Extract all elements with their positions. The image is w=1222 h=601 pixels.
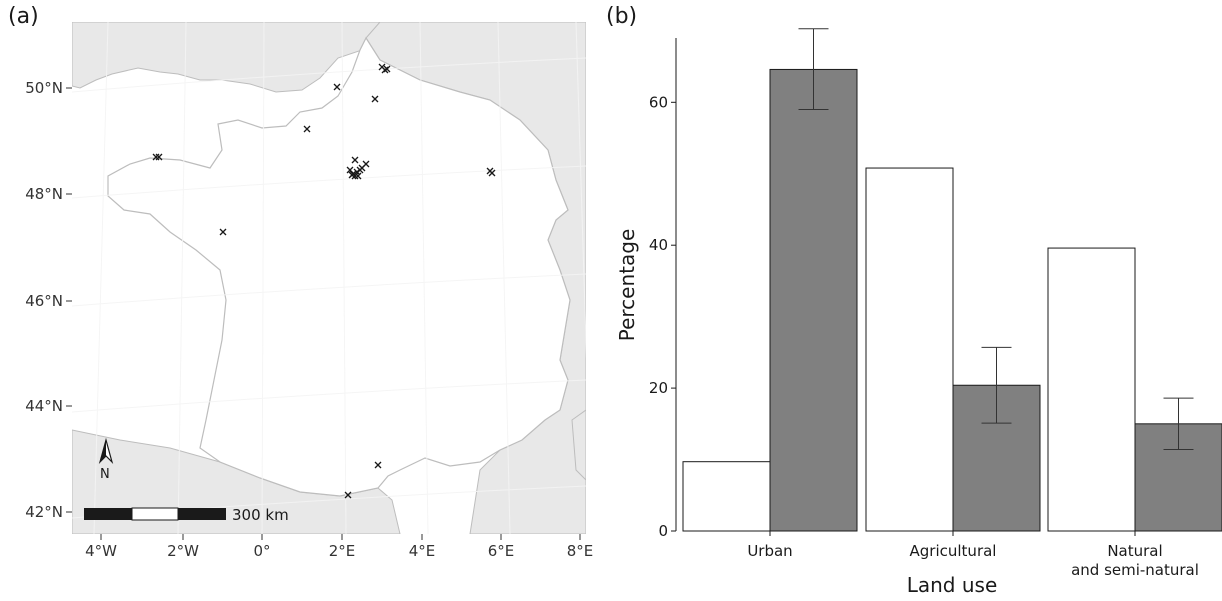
sample-marker [371,95,379,103]
y-axis-ticks: 0 20 40 60 [649,93,676,540]
bar-grey [769,68,858,532]
lat-tick-label: 46°N [25,292,63,310]
sample-marker [303,125,311,133]
sample-markers [152,63,496,499]
france-landmass [107,36,571,497]
panel-b-label: (b) [606,4,638,29]
lon-tick-label: 6°E [488,542,515,560]
panel-a-label: (a) [8,4,39,29]
sample-marker [346,166,354,174]
scale-bar-label: 300 km [232,506,289,524]
lon-tick-label: 2°W [167,542,199,560]
lon-tick-label: 0° [253,542,270,560]
error-bar [981,346,1012,424]
y-tick-label: 60 [649,93,668,111]
lon-tick-label: 8°E [567,542,594,560]
north-arrow: N [98,437,114,482]
error-bar [798,28,829,110]
scale-bar: 300 km [84,506,289,524]
bar-white [865,167,954,532]
sample-marker [488,169,496,177]
latitude-axis: 50°N 48°N 46°N 44°N 42°N [25,79,72,521]
lon-tick-label: 2°E [329,542,356,560]
y-axis-label: Percentage [615,229,639,342]
map-panel: N 300 km 50°N 48°N 46°N 44°N 42°N 4°W 2°W 0° 2°… [25,22,593,560]
sample-marker [344,491,352,499]
y-tick-label: 0 [658,522,668,540]
graticule [72,22,586,534]
sample-marker [219,228,227,236]
x-axis-label: Land use [907,573,998,597]
x-tick-label: Agricultural [910,542,997,560]
sample-marker [381,66,389,74]
error-bar [1163,397,1194,451]
longitude-axis: 4°W 2°W 0° 2°E 4°E 6°E 8°E [85,534,593,560]
lat-tick-label: 50°N [25,79,63,97]
sample-marker [383,65,391,73]
north-label: N [100,467,110,482]
y-tick-label: 40 [649,236,668,254]
sample-marker [374,461,382,469]
bar-white [1047,247,1136,532]
corsica-landmass [571,409,586,481]
sample-marker [354,172,362,180]
sample-marker [351,156,359,164]
lon-tick-label: 4°W [85,542,117,560]
sample-marker [155,153,163,161]
y-tick-label: 20 [649,379,668,397]
lat-tick-label: 44°N [25,397,63,415]
x-tick-label: Urban [747,542,792,560]
bar-white [682,461,771,532]
lat-tick-label: 42°N [25,503,63,521]
sample-marker [152,153,160,161]
x-tick-label: and semi-natural [1071,561,1199,579]
sample-marker [333,83,341,91]
bars [682,28,1222,532]
lon-tick-label: 4°E [409,542,436,560]
sample-marker [362,160,370,168]
x-tick-label: Natural [1107,542,1162,560]
sample-marker [349,170,357,178]
sample-marker [353,168,361,176]
lat-tick-label: 48°N [25,185,63,203]
